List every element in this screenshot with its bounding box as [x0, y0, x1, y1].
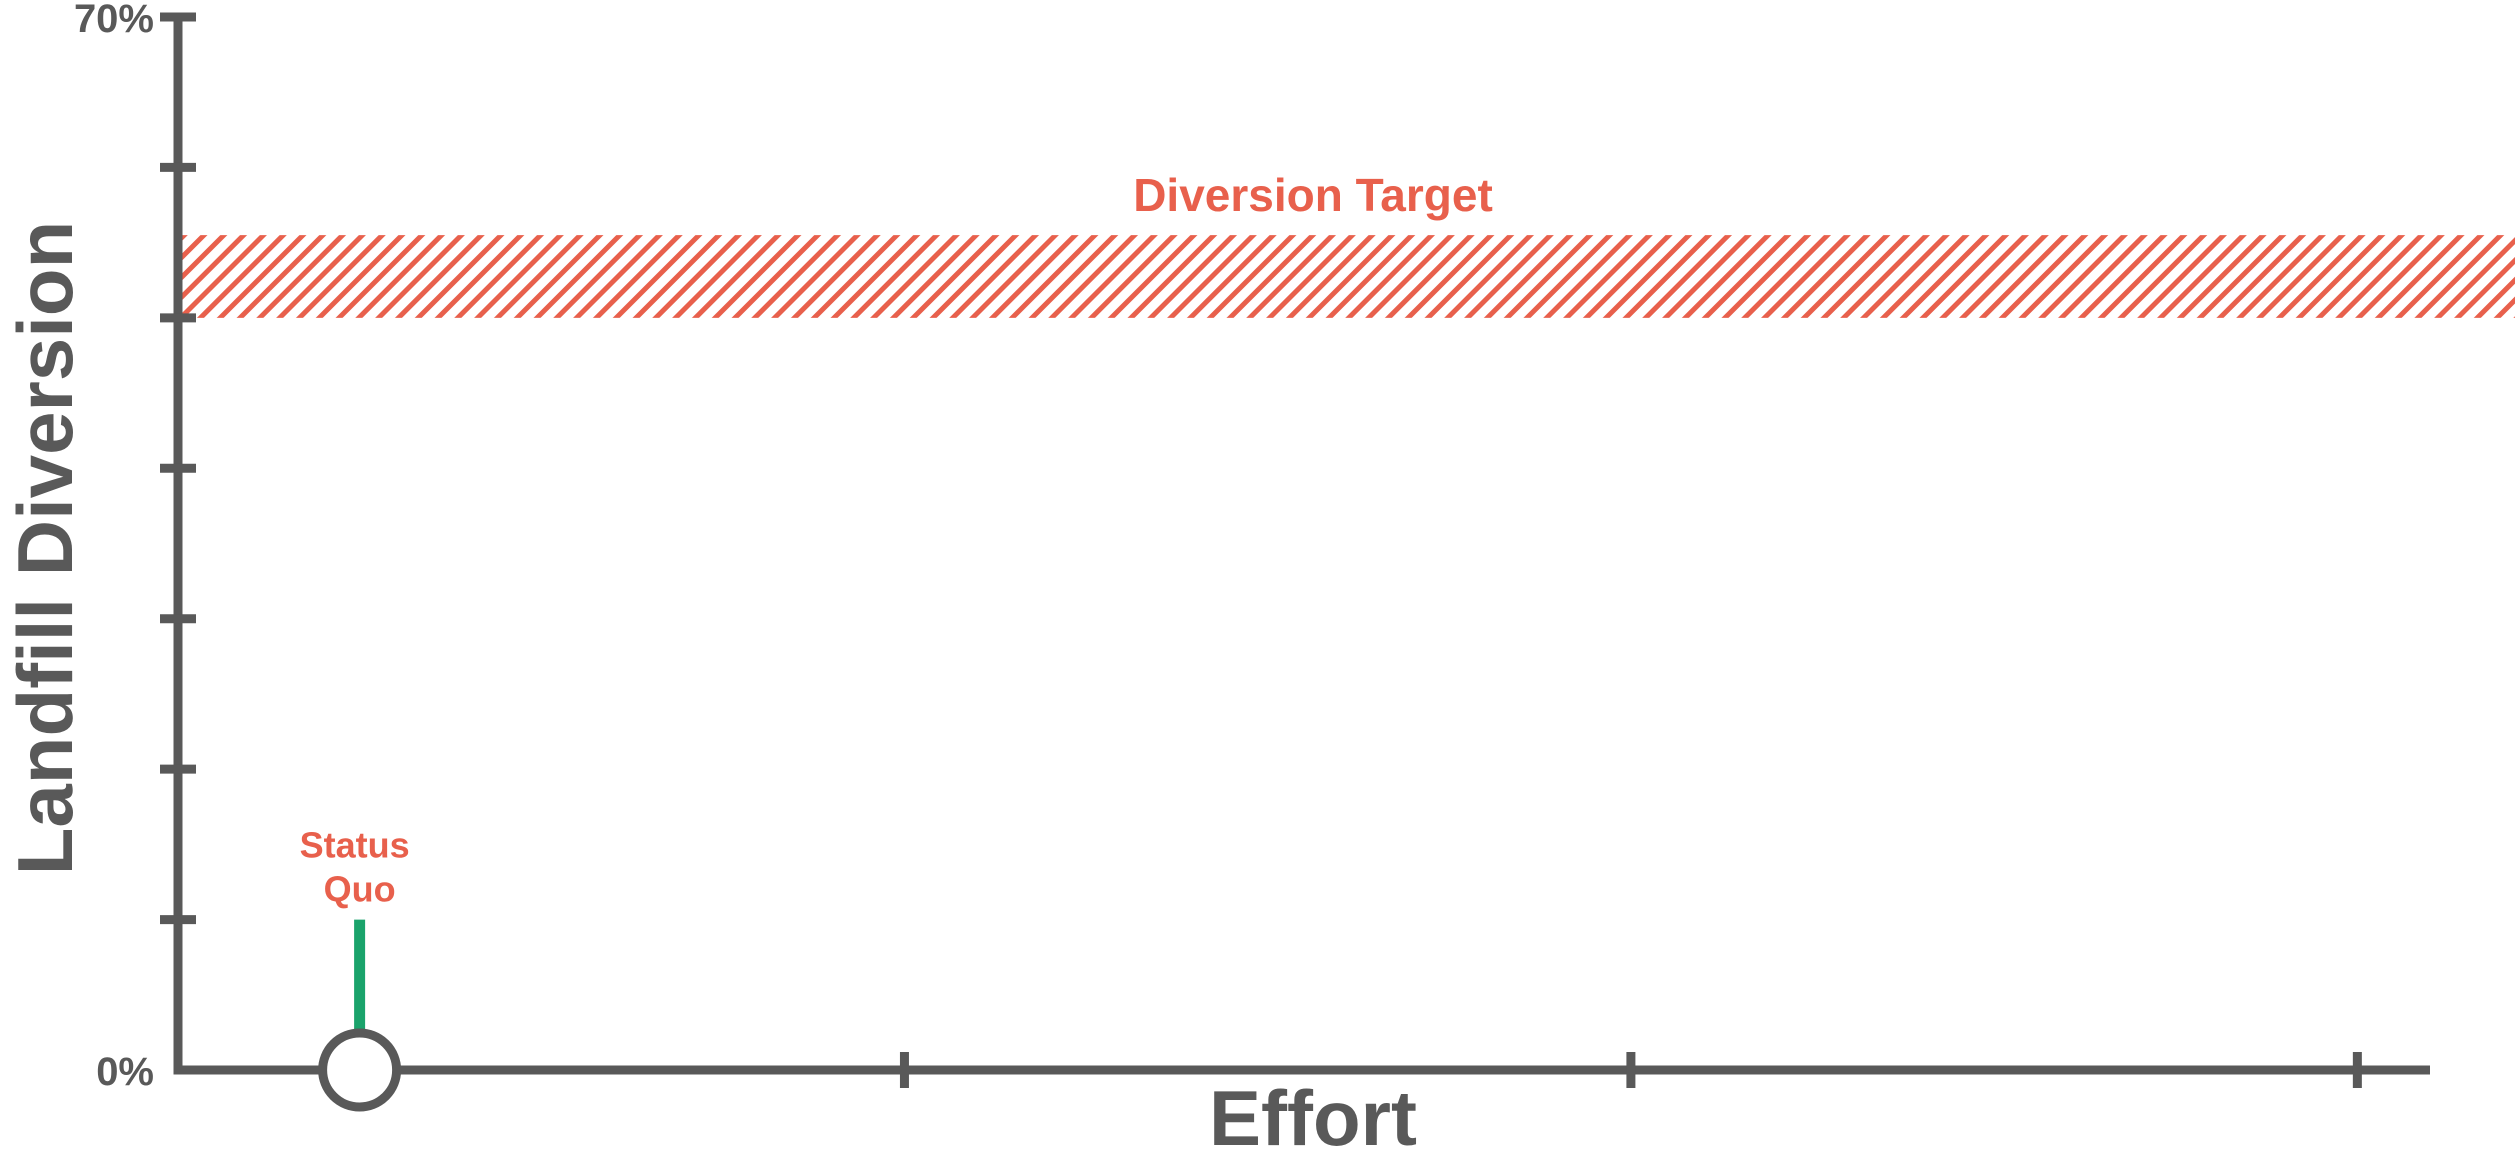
y-tick-label-0: 0% [96, 1050, 154, 1094]
x-axis-title: Effort [1209, 1074, 1417, 1157]
diversion-target-label: Diversion Target [1133, 169, 1493, 221]
diversion-target-band [178, 235, 2515, 318]
status-quo-label: Status Quo [300, 825, 410, 910]
y-axis-title: Landfill Diversion [1, 221, 89, 875]
y-tick-label-70: 70% [74, 0, 154, 41]
status-quo-marker [318, 1028, 402, 1112]
